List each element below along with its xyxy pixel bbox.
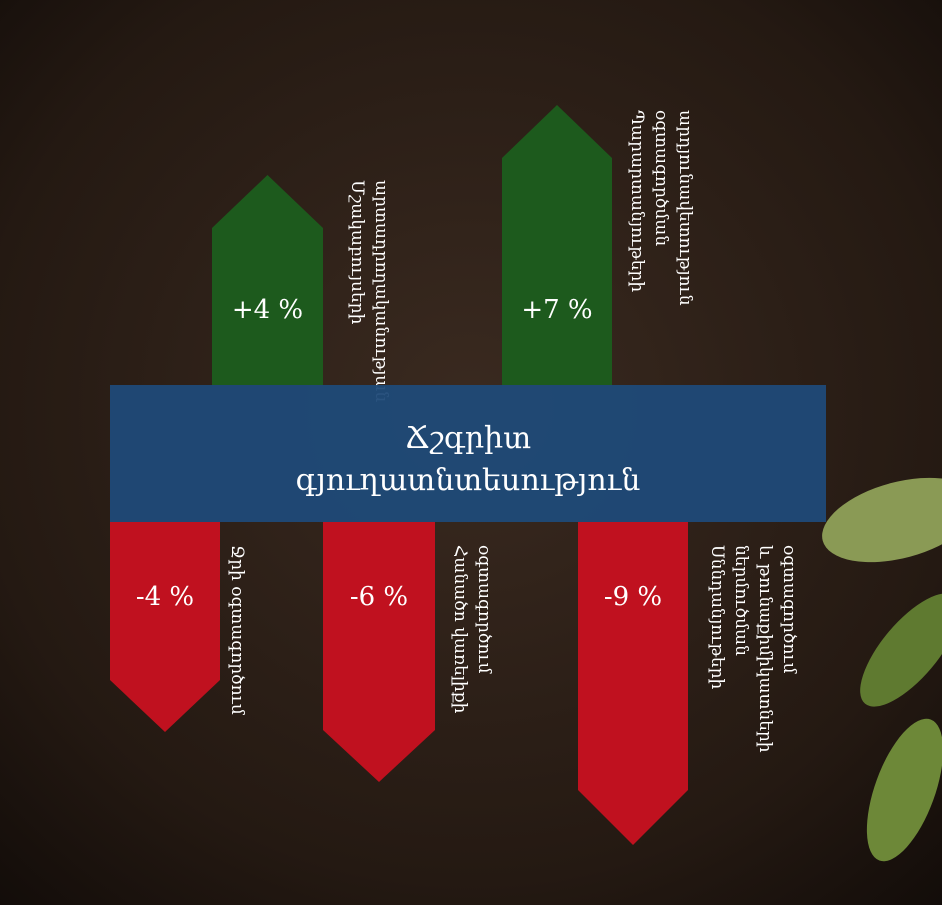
arrow-description: Հանածո վառելիքի — [450, 545, 470, 714]
arrow-description: օգտագործում — [779, 545, 799, 675]
arrow-value: -6 % — [350, 582, 408, 612]
arrow-description: Սննդանյութերի — [707, 545, 727, 690]
arrow-description: արդյունավետություն — [675, 110, 695, 306]
arrow — [578, 522, 688, 845]
arrow-value: +7 % — [521, 295, 592, 325]
arrow-description: և թունաքիմիկատների — [755, 545, 775, 753]
arrow — [502, 105, 612, 385]
arrow-description: օգտագործման — [651, 110, 671, 246]
page: +4 % Մշակաբույսերիարտադրողականության +7 % Պ… — [0, 0, 942, 905]
arrow-description: Մշակաբույսերի — [347, 180, 367, 325]
arrow-value: -4 % — [136, 582, 194, 612]
arrow-description: Ջրի օգտագործում — [227, 545, 247, 716]
arrow-description: ներմուծման — [731, 545, 751, 656]
infographic: +4 % Մշակաբույսերիարտադրողականության +7 % Պ… — [0, 0, 942, 905]
arrow-description: Պարարտանյութերի — [627, 110, 647, 292]
arrow-value: +4 % — [232, 295, 303, 325]
arrow — [323, 522, 435, 782]
arrow-description: օգտագործում — [474, 545, 494, 675]
title-line: գյուղատնտեսություն — [296, 463, 641, 498]
arrow-description: արտադրողականության — [371, 180, 391, 402]
title-line: Ճշգրիտ — [405, 421, 531, 456]
arrow-value: -9 % — [604, 582, 662, 612]
